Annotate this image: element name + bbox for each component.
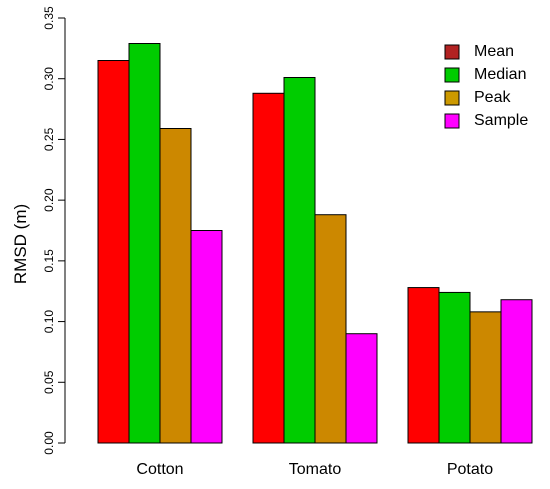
bar-cotton-peak — [159, 128, 192, 444]
y-tick-label: 0.15 — [42, 249, 56, 273]
x-category-label: Cotton — [136, 461, 183, 478]
x-category-label: Potato — [447, 461, 493, 478]
bar-potato-sample — [500, 299, 533, 444]
bars — [97, 43, 533, 444]
y-tick-label: 0.10 — [42, 310, 56, 334]
bar-potato-median — [438, 291, 471, 444]
x-axis-labels: Cotton Tomato Potato — [136, 461, 493, 478]
bar-cotton-sample — [190, 230, 223, 444]
legend-swatch — [444, 90, 460, 106]
legend-swatch — [444, 113, 460, 129]
legend-label: Mean — [474, 43, 514, 60]
bar-tomato-mean — [252, 92, 285, 444]
legend: Mean Median Peak Sample — [444, 43, 528, 129]
y-tick-label: 0.25 — [42, 127, 56, 151]
legend-label: Sample — [474, 112, 528, 129]
bar-tomato-peak — [314, 214, 347, 444]
bar-cotton-mean — [97, 60, 130, 444]
bar-potato-mean — [407, 287, 440, 444]
y-axis: 0.00 0.05 0.10 0.15 0.20 0.25 0.30 0.35 — [42, 6, 66, 455]
legend-label: Median — [474, 66, 526, 83]
y-tick-label: 0.05 — [42, 370, 56, 394]
legend-swatch — [444, 44, 460, 60]
y-tick-label: 0.00 — [42, 431, 56, 455]
y-tick-label: 0.20 — [42, 188, 56, 212]
legend-swatch — [444, 67, 460, 83]
y-tick-label: 0.30 — [42, 67, 56, 91]
bar-potato-peak — [469, 311, 502, 444]
y-tick-label: 0.35 — [42, 6, 56, 30]
bar-tomato-median — [283, 77, 316, 444]
y-axis-label: RMSD (m) — [11, 204, 30, 284]
x-category-label: Tomato — [289, 461, 342, 478]
bar-tomato-sample — [345, 333, 378, 444]
legend-label: Peak — [474, 89, 511, 106]
bar-cotton-median — [128, 43, 161, 444]
